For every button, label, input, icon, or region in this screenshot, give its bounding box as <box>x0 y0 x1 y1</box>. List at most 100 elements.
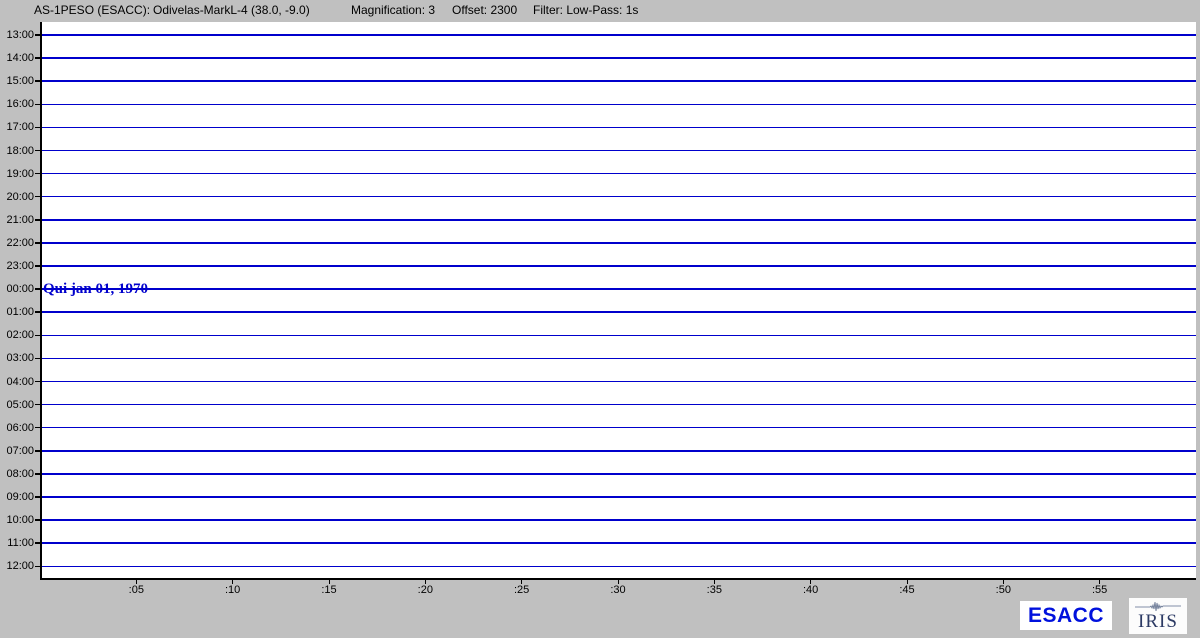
hour-line <box>42 403 1196 406</box>
hour-label: 05:00 <box>6 398 34 411</box>
hour-line <box>42 103 1196 106</box>
esacc-logo: ESACC <box>1020 601 1112 630</box>
hour-tick <box>35 380 40 383</box>
date-annotation: Qui jan 01, 1970 <box>43 281 149 297</box>
x-axis-tick-label: :45 <box>899 584 915 596</box>
esacc-logo-text: ESACC <box>1027 603 1104 627</box>
hour-line <box>42 195 1196 198</box>
hour-line <box>42 172 1196 175</box>
x-axis-tick <box>713 580 715 584</box>
hour-label: 16:00 <box>6 98 34 111</box>
x-axis-tick <box>424 580 426 584</box>
hour-label: 09:00 <box>6 491 34 503</box>
hour-line <box>42 473 1196 475</box>
x-axis-tick-label: :20 <box>417 584 433 596</box>
x-axis-tick <box>906 580 908 584</box>
hour-tick <box>35 496 40 498</box>
magnification-label: Magnification: 3 <box>351 3 436 17</box>
hour-line <box>42 288 1196 290</box>
hour-tick <box>35 426 40 429</box>
offset-label: Offset: 2300 <box>452 3 518 17</box>
x-axis-tick-label: :25 <box>514 584 530 596</box>
x-axis-tick <box>1099 580 1101 584</box>
hour-label: 00:00 <box>6 283 34 296</box>
x-axis-tick <box>328 580 330 584</box>
hour-tick <box>35 219 40 221</box>
hour-line <box>42 565 1196 568</box>
hour-tick <box>35 57 40 59</box>
iris-logo-text: IRIS <box>1138 611 1178 632</box>
hour-tick <box>35 195 40 198</box>
helicorder-plot-area[interactable] <box>40 22 1196 580</box>
hour-tick <box>35 473 40 475</box>
hour-line <box>42 519 1196 521</box>
x-axis-tick <box>810 580 812 584</box>
hour-label: 18:00 <box>6 144 34 157</box>
hour-label: 06:00 <box>6 421 34 434</box>
hour-label: 21:00 <box>6 213 34 226</box>
hour-line <box>42 265 1196 267</box>
x-axis-tick <box>1002 580 1004 584</box>
hour-line <box>42 57 1196 59</box>
hour-label: 17:00 <box>6 121 34 134</box>
x-axis-tick <box>617 580 619 584</box>
hour-line <box>42 334 1196 337</box>
hour-tick <box>35 242 40 244</box>
hour-label: 01:00 <box>6 306 34 319</box>
x-axis-tick <box>521 580 523 584</box>
hour-line <box>42 450 1196 452</box>
x-axis-tick-label: :05 <box>128 584 144 596</box>
hour-label: 10:00 <box>6 514 34 527</box>
hour-tick <box>35 565 40 568</box>
seismogram-icon <box>1135 601 1181 612</box>
hour-line <box>42 311 1196 313</box>
hour-line <box>42 242 1196 244</box>
x-axis-tick-label: :35 <box>706 584 722 596</box>
hour-line <box>42 542 1196 544</box>
iris-logo: IRIS <box>1129 598 1187 634</box>
x-axis-tick-label: :55 <box>1092 584 1108 596</box>
hour-line <box>42 357 1196 360</box>
hour-tick <box>35 172 40 175</box>
x-axis-tick <box>135 580 137 584</box>
hour-tick <box>35 34 40 36</box>
hour-tick <box>35 357 40 360</box>
hour-tick <box>35 542 40 544</box>
hour-label: 02:00 <box>6 329 34 342</box>
hour-label: 13:00 <box>6 29 34 41</box>
hour-line <box>42 149 1196 152</box>
x-axis-tick <box>232 580 234 584</box>
x-axis-tick-label: :15 <box>321 584 337 596</box>
hour-tick <box>35 103 40 106</box>
hour-label: 12:00 <box>6 560 34 573</box>
hour-tick <box>35 519 40 521</box>
hour-label: 04:00 <box>6 375 34 388</box>
hour-tick <box>35 334 40 337</box>
hour-tick <box>35 265 40 267</box>
filter-label: Filter: Low-Pass: 1s <box>533 3 639 17</box>
hour-label: 20:00 <box>6 190 34 203</box>
hour-label: 14:00 <box>6 52 34 65</box>
x-axis-tick-label: :40 <box>803 584 819 596</box>
station-label: AS-1PESO (ESACC): <box>34 3 151 17</box>
hour-line <box>42 496 1196 498</box>
hour-tick <box>35 288 40 290</box>
hour-label: 19:00 <box>6 167 34 180</box>
x-axis-tick-label: :50 <box>995 584 1011 596</box>
hour-line <box>42 34 1196 36</box>
hour-label: 22:00 <box>6 236 34 249</box>
hour-label: 23:00 <box>6 260 34 272</box>
hour-tick <box>35 311 40 313</box>
hour-tick <box>35 149 40 152</box>
hour-line <box>42 126 1196 129</box>
hour-tick <box>35 450 40 452</box>
hour-label: 03:00 <box>6 352 34 365</box>
hour-label: 11:00 <box>7 537 34 550</box>
hour-line <box>42 219 1196 221</box>
hour-label: 08:00 <box>6 467 34 480</box>
x-axis-tick-label: :10 <box>225 584 241 596</box>
hour-label: 15:00 <box>6 75 34 88</box>
hour-label: 07:00 <box>6 444 34 457</box>
hour-line <box>42 426 1196 429</box>
